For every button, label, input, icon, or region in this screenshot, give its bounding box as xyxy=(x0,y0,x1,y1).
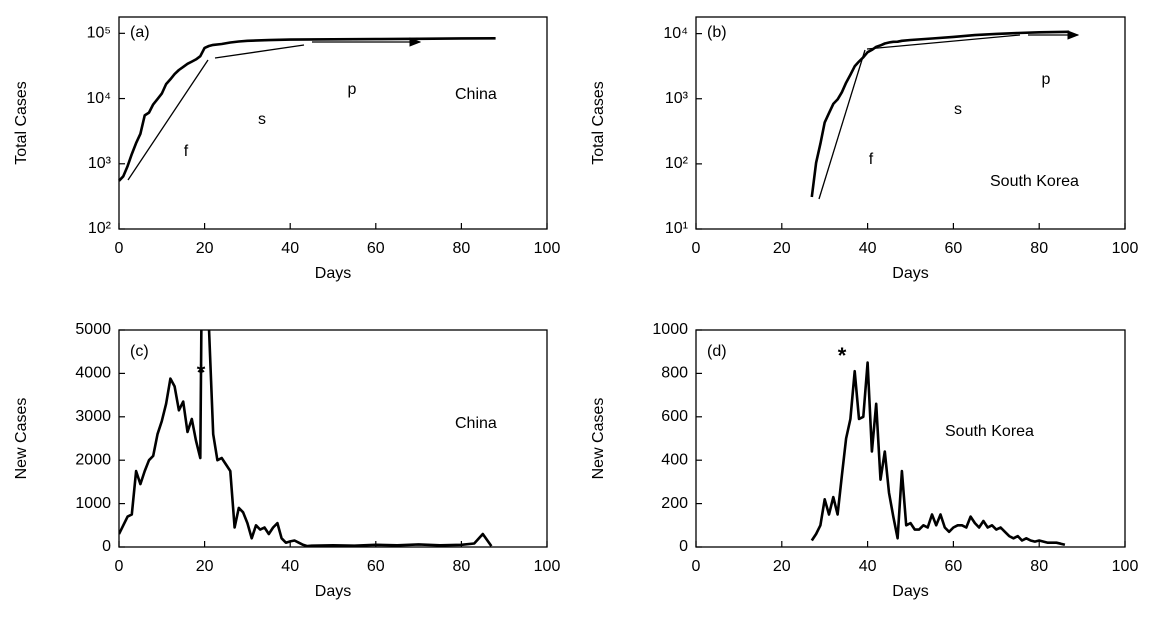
y-tick-label: 200 xyxy=(661,495,688,512)
x-tick-label: 60 xyxy=(945,240,963,257)
x-tick-label: 80 xyxy=(453,240,471,257)
y-tick-label: 0 xyxy=(679,538,688,555)
y-tick-label: 0 xyxy=(102,538,111,555)
x-tick-label: 20 xyxy=(196,240,214,257)
plot-frame xyxy=(118,329,548,548)
annotation: China xyxy=(455,415,497,432)
x-tick-label: 0 xyxy=(115,558,124,575)
annotation: China xyxy=(455,86,497,103)
x-tick-label: 100 xyxy=(1112,558,1139,575)
fit-line-f xyxy=(818,49,866,200)
y-tick-label: 10² xyxy=(665,155,689,172)
annotation: f xyxy=(184,143,189,160)
y-tick-label: 10³ xyxy=(88,155,112,172)
x-tick-label: 80 xyxy=(1030,240,1048,257)
plot-frame xyxy=(695,329,1126,548)
data-line xyxy=(118,37,496,182)
y-tick-label: 10⁴ xyxy=(663,25,688,42)
plot-frame xyxy=(118,16,548,230)
annotation: s xyxy=(258,111,266,128)
y-axis-label: Total Cases xyxy=(590,81,607,165)
y-axis-label: Total Cases xyxy=(13,81,30,165)
x-tick-label: 0 xyxy=(692,240,701,257)
annotation: (c) xyxy=(130,343,149,360)
annotation: f xyxy=(869,151,874,168)
fit-line-s xyxy=(214,44,305,59)
fit-line-f xyxy=(127,59,209,181)
y-tick-label: 10² xyxy=(88,220,112,237)
y-axis-label: New Cases xyxy=(590,398,607,480)
y-axis-label: New Cases xyxy=(13,398,30,480)
x-tick-label: 20 xyxy=(773,240,791,257)
x-axis-label: Days xyxy=(315,583,351,600)
x-tick-label: 60 xyxy=(945,558,963,575)
x-tick-label: 40 xyxy=(281,558,299,575)
x-tick-label: 80 xyxy=(453,558,471,575)
x-tick-label: 100 xyxy=(1112,240,1139,257)
y-tick-label: 10⁴ xyxy=(86,90,111,107)
y-tick-label: 1000 xyxy=(652,321,688,338)
x-tick-label: 40 xyxy=(281,240,299,257)
y-tick-label: 400 xyxy=(661,451,688,468)
data-line xyxy=(119,330,493,547)
annotation: (b) xyxy=(707,24,727,41)
data-line xyxy=(810,30,1070,198)
annotation: (d) xyxy=(707,343,727,360)
y-tick-label: 800 xyxy=(661,365,688,382)
x-tick-label: 0 xyxy=(115,240,124,257)
plot-frame xyxy=(695,16,1126,230)
y-tick-label: 5000 xyxy=(75,321,111,338)
x-tick-label: 20 xyxy=(773,558,791,575)
annotation: (a) xyxy=(130,24,150,41)
annotation: p xyxy=(348,81,357,98)
x-axis-label: Days xyxy=(315,265,351,282)
y-tick-label: 2000 xyxy=(75,451,111,468)
x-axis-label: Days xyxy=(892,265,928,282)
y-tick-label: 3000 xyxy=(75,408,111,425)
y-tick-label: 10¹ xyxy=(665,220,688,237)
fit-line-s xyxy=(866,34,1021,50)
x-tick-label: 100 xyxy=(534,558,561,575)
y-tick-label: 600 xyxy=(661,408,688,425)
y-tick-label: 10⁵ xyxy=(87,25,111,42)
annotation: South Korea xyxy=(945,423,1034,440)
x-tick-label: 60 xyxy=(367,240,385,257)
data-line xyxy=(810,361,1066,547)
annotation: South Korea xyxy=(990,173,1079,190)
annotation: s xyxy=(954,101,962,118)
y-tick-label: 4000 xyxy=(75,365,111,382)
y-tick-label: 1000 xyxy=(75,495,111,512)
y-tick-label: 10³ xyxy=(665,90,689,107)
annotation: p xyxy=(1042,71,1051,88)
x-tick-label: 40 xyxy=(859,558,877,575)
x-tick-label: 100 xyxy=(534,240,561,257)
x-tick-label: 0 xyxy=(692,558,701,575)
x-tick-label: 20 xyxy=(196,558,214,575)
annotation: * xyxy=(838,343,847,368)
x-axis-label: Days xyxy=(892,583,928,600)
x-tick-label: 40 xyxy=(859,240,877,257)
x-tick-label: 80 xyxy=(1030,558,1048,575)
x-tick-label: 60 xyxy=(367,558,385,575)
